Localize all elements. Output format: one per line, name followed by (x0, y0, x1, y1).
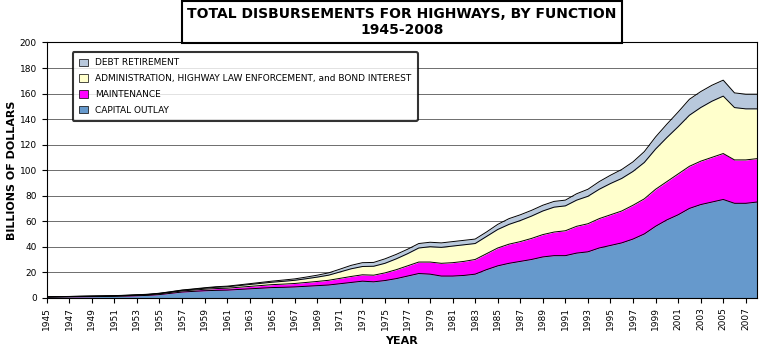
Y-axis label: BILLIONS OF DOLLARS: BILLIONS OF DOLLARS (7, 101, 17, 240)
Title: TOTAL DISBURSEMENTS FOR HIGHWAYS, BY FUNCTION
1945-2008: TOTAL DISBURSEMENTS FOR HIGHWAYS, BY FUN… (187, 7, 617, 37)
X-axis label: YEAR: YEAR (386, 336, 418, 346)
Legend: DEBT RETIREMENT, ADMINISTRATION, HIGHWAY LAW ENFORCEMENT, and BOND INTEREST, MAI: DEBT RETIREMENT, ADMINISTRATION, HIGHWAY… (73, 52, 418, 121)
